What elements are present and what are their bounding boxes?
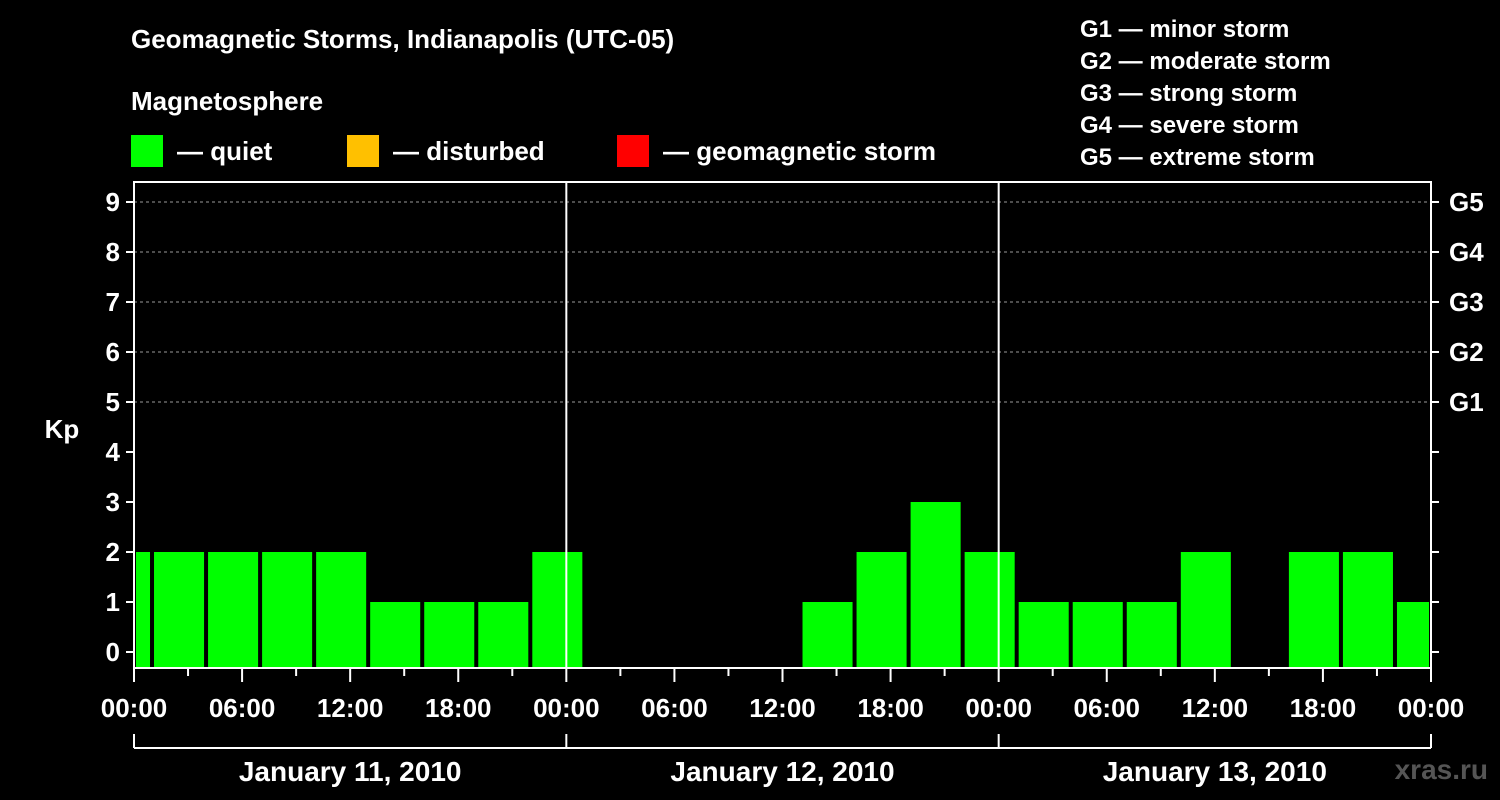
legend-label-quiet: — quiet (177, 135, 273, 166)
y-tick-label-3: 3 (106, 487, 120, 517)
storm-scale-g3: G3 — strong storm (1080, 80, 1298, 107)
legend-item-storm: — geomagnetic storm (617, 134, 936, 168)
storm-level-label-g2: G2 (1449, 337, 1484, 367)
legend-subtitle: Magnetosphere (131, 86, 324, 116)
x-tick-label-12: 12:00 (317, 693, 384, 723)
x-tick-label-42: 18:00 (857, 693, 924, 723)
x-tick-label-54: 06:00 (1074, 693, 1141, 723)
x-tick-label-48: 00:00 (965, 693, 1032, 723)
kp-bar-9 (802, 602, 853, 668)
storm-scale-g1: G1 — minor storm (1080, 16, 1290, 43)
y-tick-label-7: 7 (106, 287, 120, 317)
x-tick-label-36: 12:00 (749, 693, 816, 723)
x-tick-label-60: 12:00 (1182, 693, 1249, 723)
legend-item-disturbed: — disturbed (347, 134, 545, 168)
kp-bar-18 (1342, 552, 1393, 668)
kp-bar-11 (910, 502, 961, 668)
kp-bar-16 (1180, 552, 1231, 668)
y-tick-label-4: 4 (106, 437, 121, 467)
x-tick-label-72: 00:00 (1398, 693, 1465, 723)
kp-bar-6 (424, 602, 475, 668)
kp-bar-4 (316, 552, 367, 668)
storm-level-label-g4: G4 (1449, 237, 1484, 267)
storm-scale-g5: G5 — extreme storm (1080, 144, 1315, 171)
x-tick-label-6: 06:00 (209, 693, 276, 723)
x-tick-label-30: 06:00 (641, 693, 708, 723)
kp-bar-8 (532, 552, 583, 668)
legend-swatch-quiet (131, 135, 163, 167)
legend-label-storm: — geomagnetic storm (663, 135, 937, 166)
kp-bar-0 (136, 552, 151, 668)
legend-swatch-disturbed (347, 135, 379, 167)
storm-scale-g4: G4 — severe storm (1080, 112, 1299, 139)
kp-bar-10 (856, 552, 907, 668)
y-tick-label-2: 2 (106, 537, 120, 567)
day-label-1: January 12, 2010 (670, 756, 894, 787)
day-label-0: January 11, 2010 (239, 756, 462, 787)
y-tick-label-9: 9 (106, 187, 120, 217)
storm-level-label-g3: G3 (1449, 287, 1484, 317)
y-tick-label-5: 5 (106, 387, 120, 417)
kp-bar-17 (1288, 552, 1339, 668)
y-tick-label-8: 8 (106, 237, 120, 267)
legend-label-disturbed: — disturbed (393, 135, 545, 166)
kp-bar-15 (1126, 602, 1177, 668)
watermark: xras.ru (1394, 754, 1488, 785)
x-tick-label-66: 18:00 (1290, 693, 1357, 723)
storm-scale-g2: G2 — moderate storm (1080, 48, 1331, 75)
kp-bar-7 (478, 602, 529, 668)
kp-bar-14 (1072, 602, 1123, 668)
storm-scale-legend: G1 — minor storm G2 — moderate storm G3 … (1080, 14, 1331, 174)
kp-bar-12 (964, 552, 1015, 668)
kp-bar-1 (154, 552, 205, 668)
y-tick-label-0: 0 (106, 637, 120, 667)
kp-bar-19 (1396, 602, 1429, 668)
storm-level-label-g5: G5 (1449, 187, 1484, 217)
x-tick-label-0: 00:00 (101, 693, 168, 723)
legend-item-quiet: — quiet (131, 134, 272, 168)
y-tick-label-1: 1 (106, 587, 120, 617)
x-tick-label-24: 00:00 (533, 693, 600, 723)
chart-title: Geomagnetic Storms, Indianapolis (UTC-05… (131, 24, 675, 54)
y-axis-label: Kp (45, 414, 80, 444)
kp-bar-13 (1018, 602, 1069, 668)
storm-level-label-g1: G1 (1449, 387, 1484, 417)
y-tick-label-6: 6 (106, 337, 120, 367)
kp-bar-5 (370, 602, 421, 668)
kp-bar-2 (208, 552, 259, 668)
legend-swatch-storm (617, 135, 649, 167)
kp-bar-3 (262, 552, 313, 668)
day-label-2: January 13, 2010 (1103, 756, 1327, 787)
x-tick-label-18: 18:00 (425, 693, 492, 723)
